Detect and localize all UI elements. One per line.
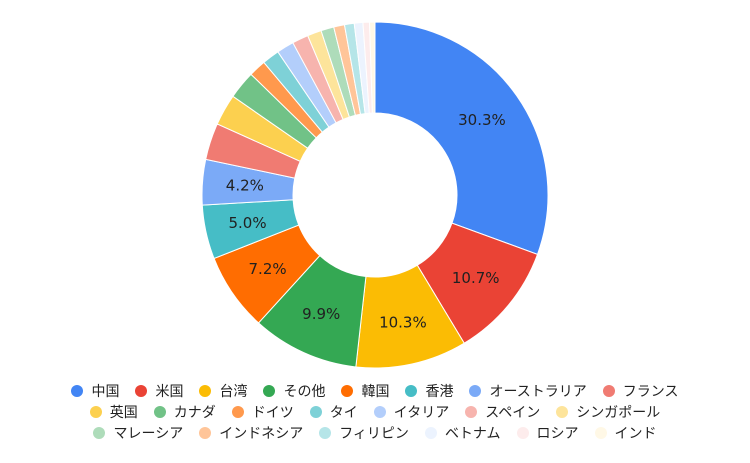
legend-marker	[602, 384, 615, 397]
legend-label: カナダ	[173, 404, 216, 421]
legend-item[interactable]: イタリア	[373, 402, 450, 422]
slice-label-7: 4.2%	[226, 176, 264, 194]
legend-label: 米国	[155, 383, 184, 400]
legend-label: フランス	[622, 383, 679, 400]
legend-marker	[309, 405, 322, 418]
legend-label: インド	[614, 425, 657, 442]
legend-label: ベトナム	[444, 425, 501, 442]
legend-marker	[556, 405, 569, 418]
legend-marker	[465, 405, 478, 418]
legend-marker	[135, 384, 148, 397]
legend: 中国 米国 台湾 その他 韓国 香港 オーストラリア フランス英国 カナダ ドイツ タイ イタリア スペ…	[0, 380, 750, 443]
legend-label: シンガポール	[576, 404, 661, 421]
slice-label-3: 10.3%	[379, 313, 427, 331]
legend-row-2: 英国 カナダ ドイツ タイ イタリア スペイン シンガポール	[0, 401, 750, 422]
legend-item[interactable]: マレーシア	[93, 423, 183, 443]
legend-marker	[93, 426, 106, 439]
legend-marker	[263, 384, 276, 397]
legend-item[interactable]: オーストラリア	[469, 381, 587, 401]
legend-item[interactable]: 米国	[135, 381, 183, 401]
legend-item[interactable]: カナダ	[153, 402, 216, 422]
legend-label: インドネシア	[219, 425, 304, 442]
legend-marker	[405, 384, 418, 397]
legend-marker	[373, 405, 386, 418]
legend-item[interactable]: スペイン	[465, 402, 540, 422]
legend-marker	[71, 384, 84, 397]
legend-label: マレーシア	[113, 425, 184, 442]
slice-21	[369, 21, 376, 114]
slice-label-2: 10.7%	[452, 269, 500, 287]
legend-item[interactable]: フランス	[602, 381, 679, 401]
legend-label: その他	[283, 383, 326, 400]
legend-marker	[341, 384, 354, 397]
legend-item[interactable]: 英国	[89, 402, 138, 422]
legend-item[interactable]: フィリピン	[319, 423, 409, 443]
legend-label: ドイツ	[251, 404, 294, 421]
legend-marker	[199, 426, 212, 439]
legend-item[interactable]: 香港	[405, 381, 453, 401]
slice-label-6: 5.0%	[229, 214, 267, 232]
legend-marker	[594, 426, 607, 439]
legend-marker	[469, 384, 482, 397]
legend-item[interactable]: ドイツ	[231, 402, 294, 422]
legend-marker	[199, 384, 212, 397]
legend-label: 香港	[425, 383, 454, 400]
legend-marker	[424, 426, 437, 439]
slice-1	[374, 21, 549, 256]
slice-label-5: 7.2%	[249, 260, 287, 278]
legend-item[interactable]: 中国	[71, 381, 119, 401]
legend-item[interactable]: ベトナム	[424, 423, 501, 443]
slice-label-1: 30.3%	[458, 111, 506, 129]
legend-label: 台湾	[219, 383, 248, 400]
legend-row-3: マレーシア インドネシア フィリピン ベトナム ロシア インド	[0, 422, 750, 443]
legend-label: ロシア	[536, 425, 579, 442]
legend-item[interactable]: 台湾	[199, 381, 247, 401]
slice-label-4: 9.9%	[302, 305, 340, 323]
legend-row-1: 中国 米国 台湾 その他 韓国 香港 オーストラリア フランス	[0, 380, 750, 401]
legend-item[interactable]: タイ	[309, 402, 358, 422]
legend-label: スペイン	[485, 404, 541, 421]
legend-label: フィリピン	[339, 425, 409, 442]
legend-label: オーストラリア	[489, 383, 587, 400]
legend-item[interactable]: 韓国	[341, 381, 389, 401]
legend-label: 英国	[109, 404, 138, 421]
legend-item[interactable]: その他	[263, 381, 325, 401]
legend-marker	[89, 405, 102, 418]
legend-item[interactable]: インドネシア	[199, 423, 303, 443]
legend-item[interactable]: シンガポール	[556, 402, 660, 422]
legend-marker	[319, 426, 332, 439]
legend-item[interactable]: ロシア	[516, 423, 579, 443]
legend-label: タイ	[329, 404, 358, 421]
legend-label: イタリア	[393, 404, 450, 421]
legend-label: 韓国	[361, 383, 390, 400]
legend-item[interactable]: インド	[594, 423, 657, 443]
legend-marker	[516, 426, 529, 439]
legend-label: 中国	[91, 383, 120, 400]
legend-marker	[231, 405, 244, 418]
legend-marker	[153, 405, 166, 418]
